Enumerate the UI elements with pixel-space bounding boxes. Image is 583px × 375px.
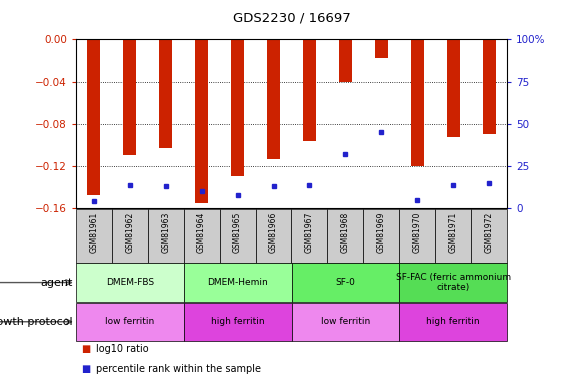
- Bar: [375, 39, 388, 58]
- Text: GSM81967: GSM81967: [305, 211, 314, 253]
- Bar: [231, 39, 244, 177]
- Text: ■: ■: [82, 344, 91, 354]
- Bar: [147, 209, 184, 262]
- Text: agent: agent: [40, 278, 73, 288]
- Bar: [159, 39, 172, 148]
- Bar: [447, 39, 459, 138]
- Bar: [255, 209, 292, 262]
- Bar: [328, 209, 363, 262]
- Bar: [76, 263, 184, 302]
- Text: low ferritin: low ferritin: [321, 317, 370, 326]
- Bar: [87, 39, 100, 195]
- Bar: [195, 39, 208, 203]
- Text: GSM81964: GSM81964: [197, 211, 206, 253]
- Text: DMEM-FBS: DMEM-FBS: [106, 278, 154, 287]
- Bar: [76, 209, 112, 262]
- Text: GSM81965: GSM81965: [233, 211, 242, 253]
- Bar: [411, 39, 424, 166]
- Bar: [220, 209, 255, 262]
- Text: high ferritin: high ferritin: [211, 317, 264, 326]
- Bar: [363, 209, 399, 262]
- Text: GSM81966: GSM81966: [269, 211, 278, 253]
- Text: GSM81962: GSM81962: [125, 211, 134, 253]
- Bar: [483, 39, 496, 134]
- Bar: [303, 39, 316, 141]
- Bar: [471, 209, 507, 262]
- Text: growth protocol: growth protocol: [0, 317, 73, 327]
- Text: GSM81968: GSM81968: [341, 211, 350, 253]
- Bar: [184, 209, 220, 262]
- Text: ■: ■: [82, 364, 91, 374]
- Text: log10 ratio: log10 ratio: [96, 344, 149, 354]
- Text: GSM81972: GSM81972: [484, 211, 494, 253]
- Text: low ferritin: low ferritin: [105, 317, 154, 326]
- Text: percentile rank within the sample: percentile rank within the sample: [96, 364, 261, 374]
- Bar: [112, 209, 147, 262]
- Text: high ferritin: high ferritin: [427, 317, 480, 326]
- Text: GSM81961: GSM81961: [89, 211, 99, 253]
- Bar: [76, 303, 184, 340]
- Text: GDS2230 / 16697: GDS2230 / 16697: [233, 11, 350, 24]
- Bar: [339, 39, 352, 82]
- Bar: [292, 303, 399, 340]
- Text: SF-FAC (ferric ammonium
citrate): SF-FAC (ferric ammonium citrate): [396, 273, 511, 292]
- Bar: [267, 39, 280, 159]
- Text: GSM81971: GSM81971: [449, 211, 458, 253]
- Text: DMEM-Hemin: DMEM-Hemin: [207, 278, 268, 287]
- Bar: [184, 303, 292, 340]
- Text: GSM81969: GSM81969: [377, 211, 386, 253]
- Bar: [292, 263, 399, 302]
- Bar: [399, 209, 436, 262]
- Bar: [124, 39, 136, 155]
- Bar: [399, 263, 507, 302]
- Text: SF-0: SF-0: [335, 278, 356, 287]
- Bar: [292, 209, 328, 262]
- Text: GSM81963: GSM81963: [161, 211, 170, 253]
- Bar: [436, 209, 471, 262]
- Bar: [399, 303, 507, 340]
- Text: GSM81970: GSM81970: [413, 211, 422, 253]
- Bar: [184, 263, 292, 302]
